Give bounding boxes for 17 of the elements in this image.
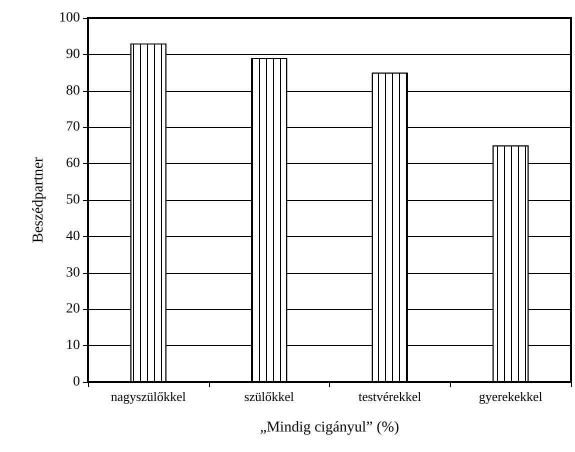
y-tick-label: 40: [66, 228, 80, 244]
y-tick-label: 60: [66, 156, 80, 172]
y-tick-label: 90: [66, 46, 80, 62]
x-axis-title: „Mindig cigányul” (%): [260, 420, 400, 436]
x-tick-label: szülőkkel: [244, 389, 294, 404]
y-tick-label: 0: [73, 374, 80, 390]
y-tick-label: 30: [66, 265, 80, 280]
y-tick-label: 10: [66, 338, 80, 354]
x-tick-label: nagyszülőkkel: [110, 389, 186, 404]
y-tick-label: 50: [66, 192, 80, 208]
y-tick-label: 20: [66, 302, 80, 317]
y-tick-label: 70: [66, 120, 80, 135]
x-tick-label: testvérekkel: [358, 389, 422, 404]
x-tick-label: gyerekekkel: [478, 389, 543, 404]
y-axis-title: Beszédpartner: [30, 157, 46, 243]
y-tick-label: 80: [66, 83, 80, 98]
y-tick-label: 100: [59, 10, 80, 26]
